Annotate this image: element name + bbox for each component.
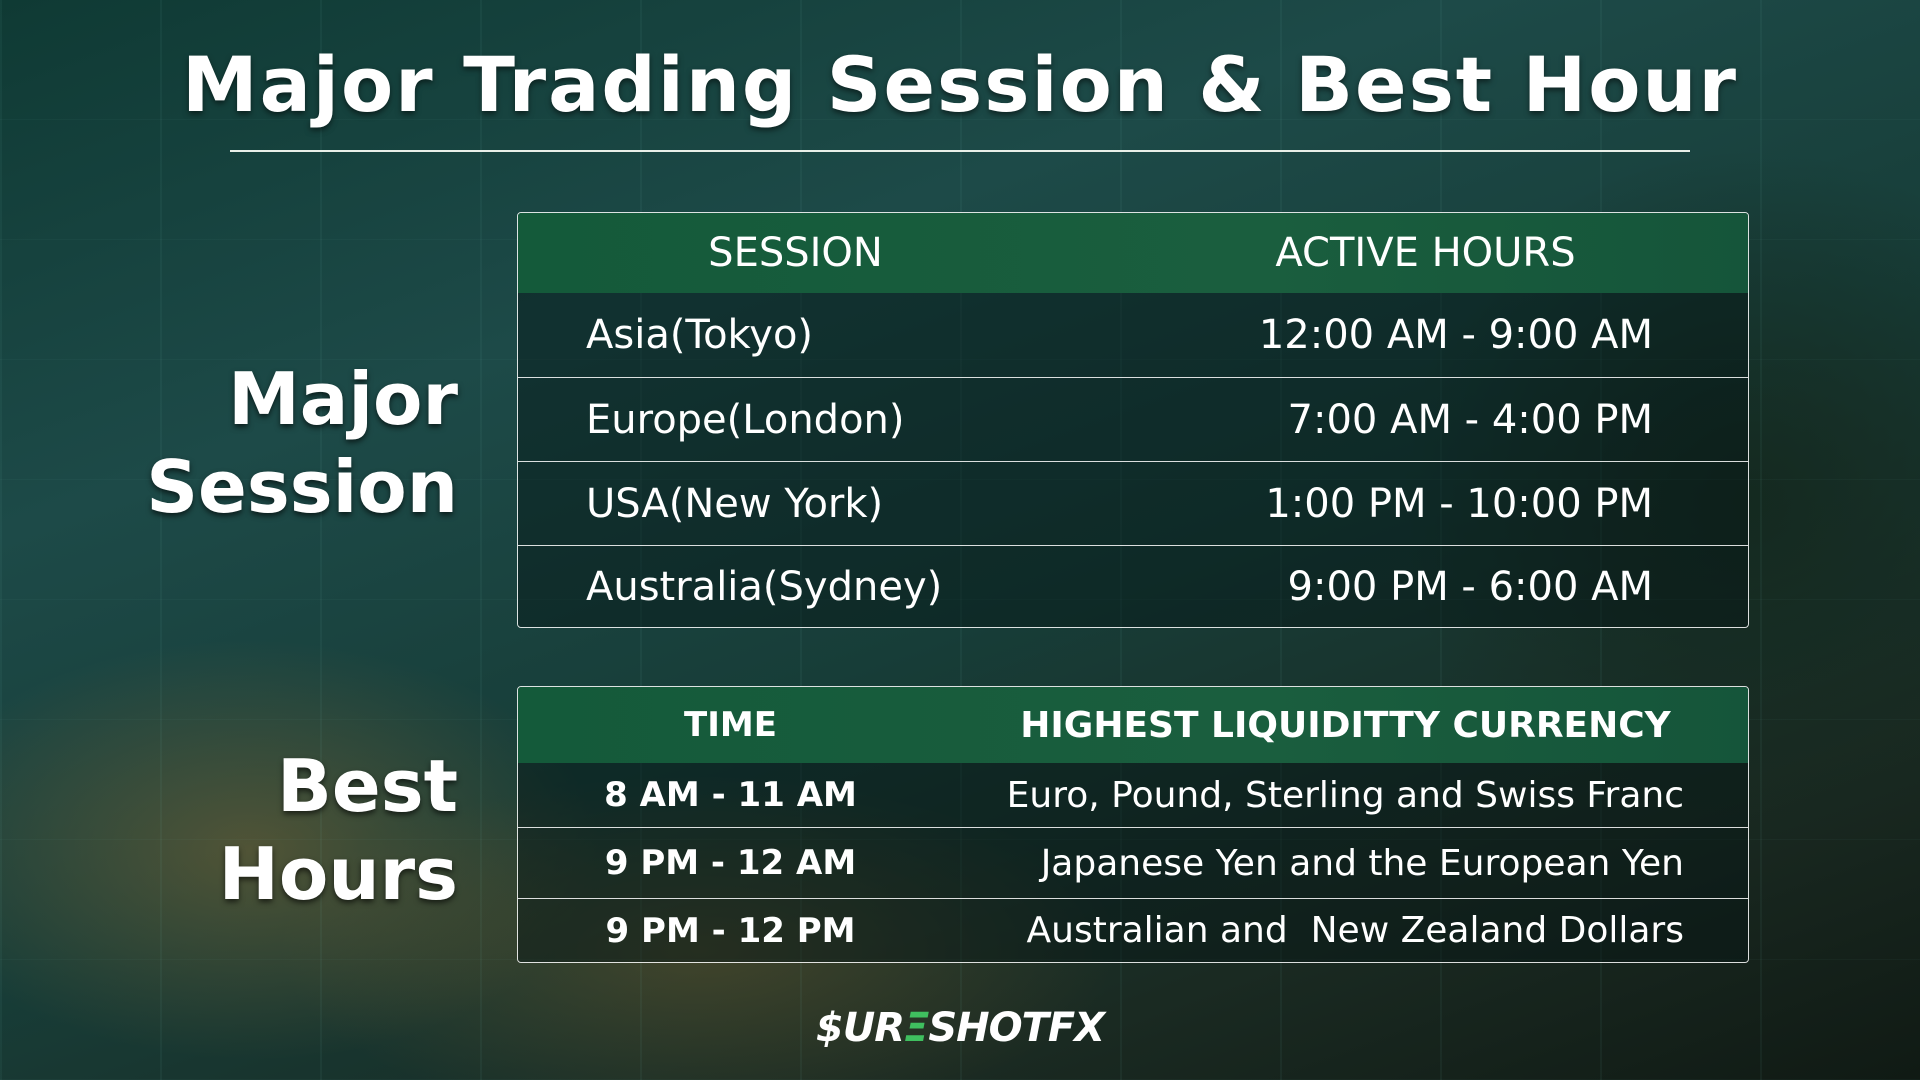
logo-part: $UR bbox=[815, 1005, 905, 1051]
table-row: 9 PM - 12 AM Japanese Yen and the Europe… bbox=[518, 827, 1748, 898]
header-time: TIME bbox=[684, 705, 777, 745]
sureshotfx-logo: $URΞSHOTFX bbox=[0, 1005, 1920, 1051]
major-session-label-line1: Major bbox=[228, 357, 458, 441]
currency: Japanese Yen and the European Yen bbox=[1040, 842, 1684, 884]
header-currency: HIGHEST LIQUIDITTY CURRENCY bbox=[1020, 704, 1671, 746]
best-hours-label: Best Hours bbox=[219, 742, 458, 918]
header-active-hours: ACTIVE HOURS bbox=[1275, 230, 1576, 276]
session-hours: 9:00 PM - 6:00 AM bbox=[1287, 563, 1653, 610]
table-row: Europe(London) 7:00 AM - 4:00 PM bbox=[518, 377, 1748, 461]
logo-part: SHOTFX bbox=[928, 1005, 1105, 1051]
session-hours: 1:00 PM - 10:00 PM bbox=[1265, 480, 1653, 527]
session-name: USA(New York) bbox=[586, 480, 884, 527]
table-row: Asia(Tokyo) 12:00 AM - 9:00 AM bbox=[518, 293, 1748, 377]
session-name: Australia(Sydney) bbox=[586, 563, 943, 610]
table-row: 9 PM - 12 PM Australian and New Zealand … bbox=[518, 898, 1748, 962]
time-range: 8 AM - 11 AM bbox=[604, 775, 857, 815]
table-header: TIME HIGHEST LIQUIDITTY CURRENCY bbox=[518, 687, 1748, 763]
major-session-label-line2: Session bbox=[146, 445, 458, 529]
best-hours-label-line1: Best bbox=[277, 744, 458, 828]
session-hours: 12:00 AM - 9:00 AM bbox=[1258, 312, 1653, 358]
best-hours-table: TIME HIGHEST LIQUIDITTY CURRENCY 8 AM - … bbox=[517, 686, 1749, 963]
session-name: Asia(Tokyo) bbox=[586, 312, 814, 358]
currency: Australian and New Zealand Dollars bbox=[1026, 910, 1685, 951]
best-hours-label-line2: Hours bbox=[218, 832, 458, 916]
currency: Euro, Pound, Sterling and Swiss Franc bbox=[1006, 774, 1684, 816]
logo-candlestick-mark: Ξ bbox=[904, 1005, 929, 1051]
session-name: Europe(London) bbox=[586, 396, 905, 443]
table-row: USA(New York) 1:00 PM - 10:00 PM bbox=[518, 461, 1748, 545]
page-title: Major Trading Session & Best Hour bbox=[181, 40, 1738, 129]
title-divider bbox=[230, 150, 1690, 152]
table-row: 8 AM - 11 AM Euro, Pound, Sterling and S… bbox=[518, 763, 1748, 827]
major-session-label: Major Session bbox=[146, 355, 458, 531]
header-session: SESSION bbox=[708, 230, 883, 276]
sessions-table: SESSION ACTIVE HOURS Asia(Tokyo) 12:00 A… bbox=[517, 212, 1749, 628]
session-hours: 7:00 AM - 4:00 PM bbox=[1287, 396, 1653, 443]
table-row: Australia(Sydney) 9:00 PM - 6:00 AM bbox=[518, 545, 1748, 627]
table-header: SESSION ACTIVE HOURS bbox=[518, 213, 1748, 293]
time-range: 9 PM - 12 PM bbox=[605, 910, 856, 951]
time-range: 9 PM - 12 AM bbox=[604, 843, 857, 883]
